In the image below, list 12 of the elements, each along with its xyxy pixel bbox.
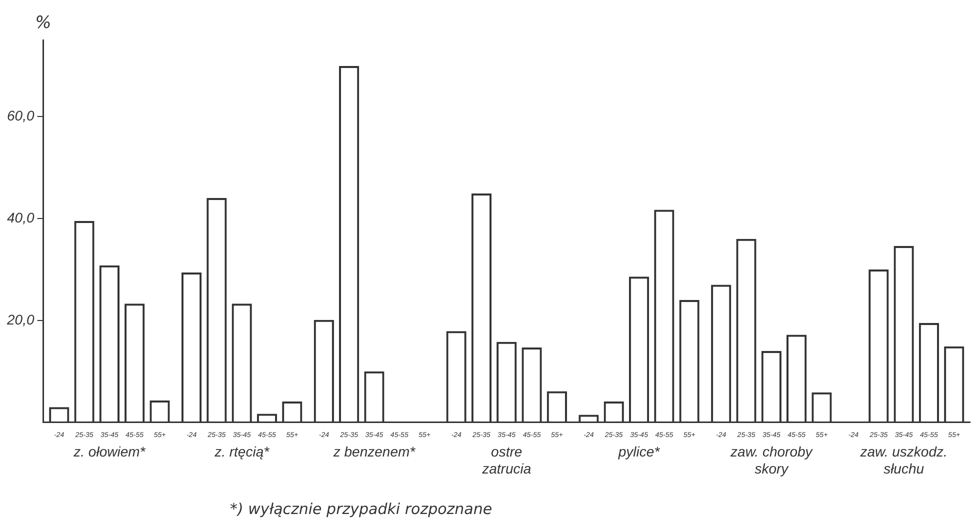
- y-tick-label: 40,0: [7, 209, 34, 226]
- text: *) wyłącznie przypadki rozpoznane: [230, 500, 492, 518]
- x-tick-label: pylice*: [617, 444, 660, 460]
- x-tick-label: z. rtęcią*: [214, 444, 270, 460]
- x-tick-label: zaw. choroby skory: [730, 444, 814, 476]
- x-tick-label: zaw. uszkodz. słuchu: [859, 444, 948, 476]
- y-tick-label: 60,0: [7, 107, 34, 124]
- y-axis-title: %: [35, 12, 52, 33]
- x-tick-label: z benzenem*: [332, 444, 416, 460]
- x-tick-label: ostre zatrucia: [481, 444, 532, 476]
- x-tick-label: z. ołowiem*: [72, 444, 146, 460]
- y-tick-label: 20,0: [6, 311, 34, 328]
